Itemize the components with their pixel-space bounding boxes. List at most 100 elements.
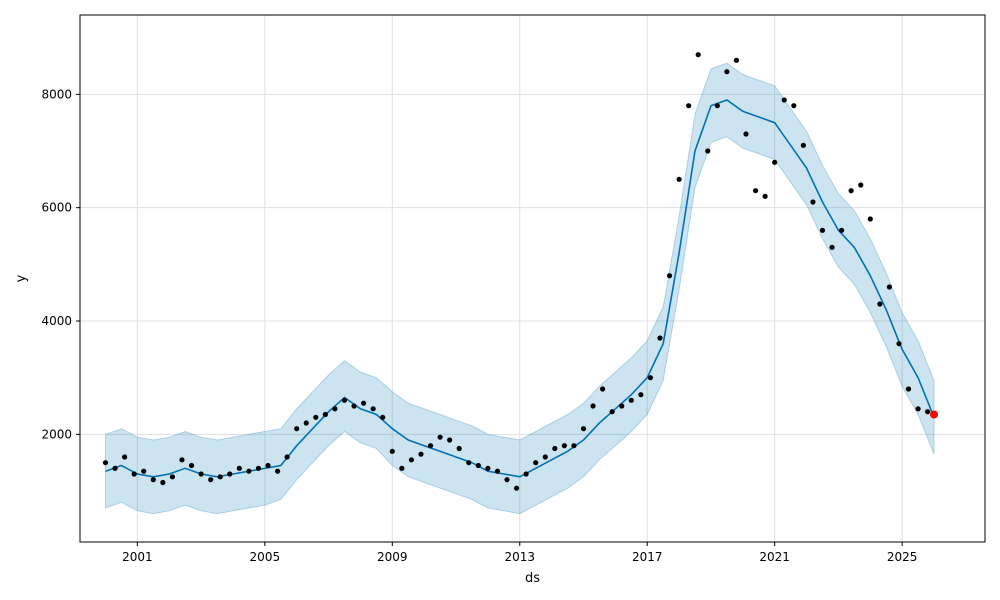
x-axis-title: ds [525,571,540,586]
y-axis: 2000 4000 6000 8000 [41,87,80,441]
observed-point [905,386,912,392]
observed-point [265,462,271,469]
observed-point [274,468,281,474]
observed-point [447,437,453,443]
observed-point [475,462,481,469]
observed-point [427,443,434,449]
observed-point [695,52,701,58]
plot-frame [79,14,986,543]
observed-point [494,468,501,474]
observed-point [762,193,768,199]
observed-point [408,457,415,463]
observed-point [714,103,720,109]
observed-point [322,411,328,418]
observed-point [858,182,864,188]
observed-point [513,485,520,491]
observed-point [705,148,711,154]
observed-point [877,301,883,307]
observed-point [619,403,625,409]
observed-point [590,403,596,409]
observed-point [370,406,376,412]
observed-point [925,409,931,415]
y-tick-label: 4000 [41,314,72,328]
observed-point [188,462,195,469]
forecast-line [105,99,935,478]
highlight-points [930,410,939,419]
y-axis-title: y [14,274,29,282]
observed-point [647,375,654,381]
observed-point [523,471,529,477]
observed-point [160,479,166,486]
observed-point [361,400,367,406]
observed-point [466,460,472,466]
observed-point [839,227,845,233]
observed-point [217,474,223,480]
observed-point [485,465,491,471]
x-tick-label: 2009 [377,550,408,564]
observed-point [351,403,357,409]
observed-point [800,142,806,148]
x-tick-label: 2001 [122,550,153,564]
observed-point [848,188,854,194]
x-tick-label: 2005 [250,550,281,564]
y-tick-label: 8000 [41,87,72,101]
highlight-point [930,410,939,419]
observed-point [332,406,338,412]
observed-point [886,284,893,290]
observed-point [752,188,759,194]
observed-point [542,454,548,460]
observed-point [313,414,319,420]
observed-point [341,397,348,403]
observed-point [294,426,300,432]
observed-point [580,426,587,432]
observed-point [666,273,673,279]
observed-point [179,457,185,463]
observed-point [208,477,214,483]
observed-point [236,465,242,471]
observed-point [772,159,778,165]
observed-point [150,477,156,483]
y-tick-label: 6000 [41,201,72,215]
observed-point [638,392,644,398]
observed-point [686,103,692,109]
observed-point [571,443,577,449]
grid-lines [80,15,985,542]
observed-point [246,468,252,474]
observed-point [829,244,835,250]
observed-point [122,454,128,460]
observed-point [896,341,902,347]
observed-point [389,448,395,454]
observed-point [399,465,405,471]
observed-point [380,414,386,420]
observed-points [102,52,931,491]
x-tick-label: 2013 [504,550,535,564]
observed-point [437,434,443,440]
observed-point [284,454,290,460]
x-axis: 2001 2005 2009 2013 2017 2021 2025 [122,542,917,564]
observed-point [303,420,309,426]
observed-point [456,445,462,452]
observed-point [112,465,118,471]
observed-point [102,460,109,466]
observed-point [552,445,558,452]
observed-point [791,103,797,109]
observed-point [600,386,606,392]
x-tick-label: 2025 [887,550,918,564]
observed-point [533,460,539,466]
plot-background [80,15,985,542]
observed-point [255,465,262,471]
observed-point [676,176,682,182]
observed-point [131,471,137,477]
observed-point [141,468,147,474]
observed-point [628,397,634,403]
x-tick-label: 2017 [632,550,663,564]
observed-point [915,406,921,412]
plot-area [79,14,986,543]
observed-point [733,57,740,63]
observed-point [724,69,730,75]
observed-point [198,471,204,477]
observed-point [504,477,510,483]
observed-point [810,199,816,205]
observed-point [819,227,826,233]
